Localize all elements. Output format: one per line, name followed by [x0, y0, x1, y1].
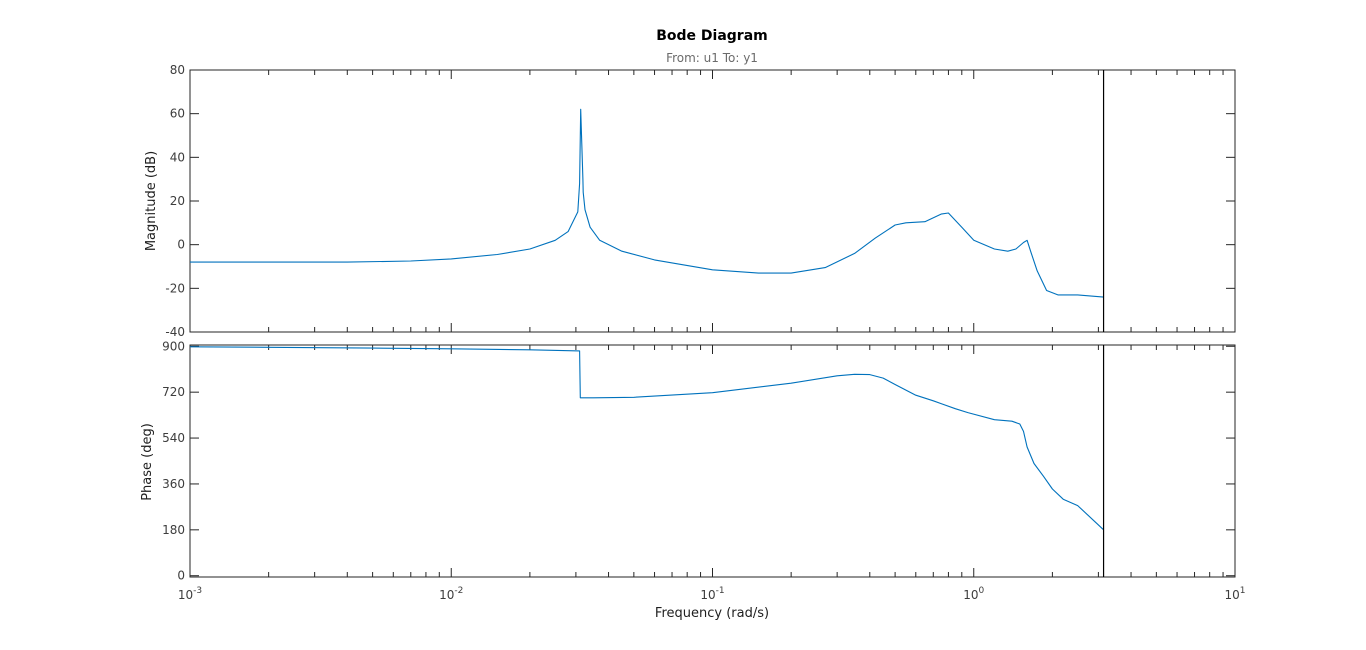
magnitude-ytick-label: -40 — [165, 325, 185, 339]
magnitude-ytick-label: 80 — [170, 63, 185, 77]
chart-subtitle: From: u1 To: y1 — [666, 51, 758, 65]
magnitude-ytick-label: 60 — [170, 107, 185, 121]
phase-ylabel: Phase (deg) — [140, 423, 155, 501]
magnitude-ylabel: Magnitude (dB) — [144, 151, 159, 251]
magnitude-series-line — [190, 108, 1104, 298]
chart-title: Bode Diagram — [656, 28, 768, 44]
magnitude-axes-box — [189, 69, 1236, 333]
magnitude-ytick-label: 20 — [170, 194, 185, 208]
magnitude-ytick-label: 40 — [170, 150, 185, 164]
phase-series-line — [189, 346, 1104, 531]
phase-axes: 0 180 360 540 720 900 10-3 10-2 10-1 100 101 — [162, 339, 1245, 602]
phase-ytick-label: 900 — [162, 339, 185, 353]
phase-ytick-label: 180 — [162, 523, 185, 537]
phase-ytick-label: 0 — [177, 569, 185, 583]
phase-ytick-label: 540 — [162, 431, 185, 445]
magnitude-ytick-label: 0 — [177, 238, 185, 252]
x-tick-label: 100 — [963, 586, 984, 602]
phase-axes-box — [189, 344, 1236, 578]
x-tick-label: 101 — [1224, 586, 1245, 602]
x-axis-label: Frequency (rad/s) — [655, 606, 769, 621]
x-tick-label: 10-1 — [700, 586, 724, 602]
phase-ytick-label: 360 — [162, 477, 185, 491]
magnitude-axes: -40 -20 0 20 40 60 80 — [165, 63, 1236, 339]
x-tick-label: 10-3 — [178, 586, 202, 602]
phase-ytick-label: 720 — [162, 385, 185, 399]
x-tick-label: 10-2 — [439, 586, 463, 602]
magnitude-ytick-label: -20 — [165, 281, 185, 295]
